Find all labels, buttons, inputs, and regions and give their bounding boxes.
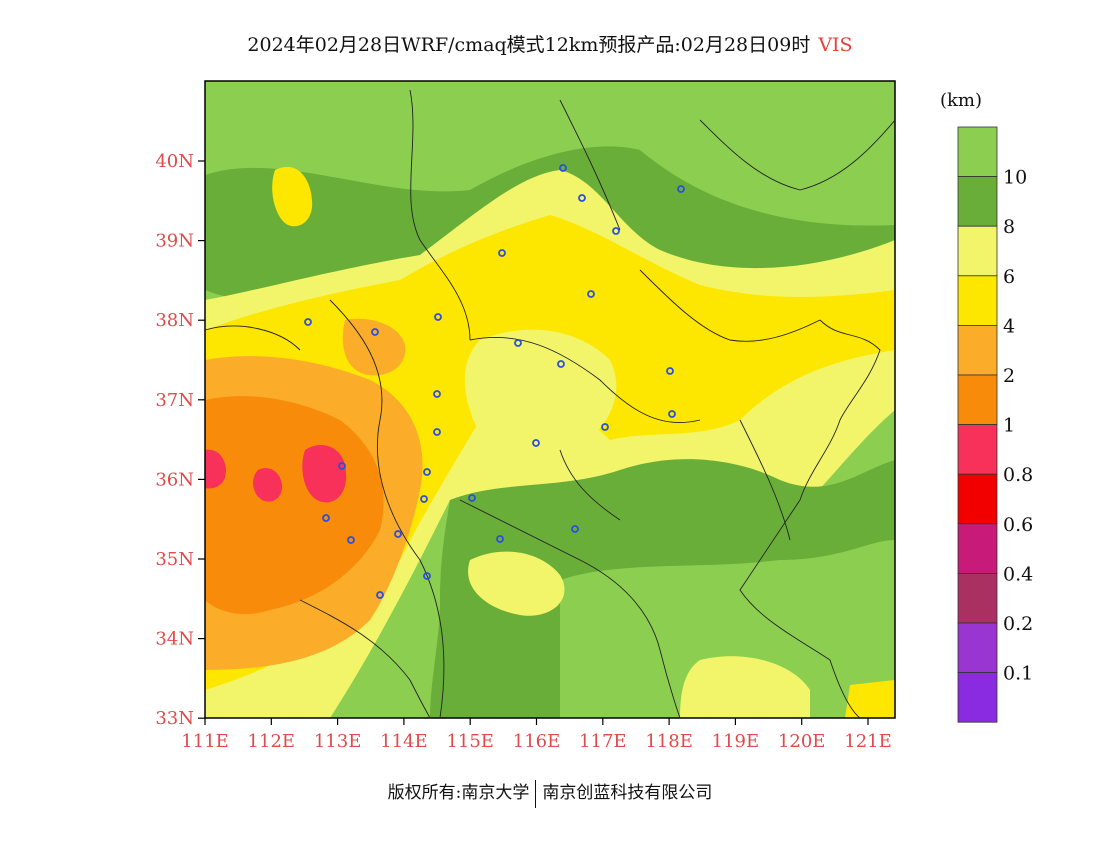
chart-title: 2024年02月28日WRF/cmaq模式12km预报产品:02月28日09时 V… <box>0 30 1100 57</box>
footer: 版权所有:南京大学 南京创蓝科技有限公司 <box>0 778 1100 808</box>
lat-tick-label: 34N <box>155 629 194 650</box>
legend-swatch <box>957 672 998 723</box>
field-yellow-nw <box>272 166 313 227</box>
field-yellow-se <box>845 680 895 718</box>
lon-tick-label: 113E <box>314 731 362 752</box>
legend-label: 1 <box>1003 415 1015 437</box>
city-marker <box>571 525 579 533</box>
lat-tick-label: 36N <box>155 469 194 490</box>
city-marker <box>338 462 346 470</box>
field-green-southeast <box>560 540 895 718</box>
legend-swatch <box>957 622 998 673</box>
legend-swatch <box>957 374 998 425</box>
legend-unit: (km) <box>940 90 983 111</box>
lat-tick-label: 35N <box>155 549 194 570</box>
city-marker <box>532 439 540 447</box>
legend-swatch <box>957 225 998 277</box>
lon-tick-label: 114E <box>380 731 428 752</box>
longitude-axis: 111E 112E 113E 114E 115E 116E 117E 118E 119E 120E… <box>181 718 892 752</box>
legend-swatch <box>957 523 998 574</box>
field-pink-3 <box>205 449 226 489</box>
city-marker <box>322 514 330 522</box>
city-marker <box>423 468 431 476</box>
city-marker <box>434 313 442 321</box>
lon-tick-label: 117E <box>579 731 627 752</box>
lon-tick-label: 112E <box>248 731 296 752</box>
city-marker <box>514 339 522 347</box>
lon-tick-label: 111E <box>181 731 229 752</box>
lon-tick-label: 121E <box>844 731 892 752</box>
legend-label: 10 <box>1003 167 1027 189</box>
field-paleyellow-south <box>468 551 565 616</box>
city-marker <box>420 495 428 503</box>
legend-swatch <box>957 126 998 177</box>
title-variable: VIS <box>818 34 853 56</box>
legend-swatch <box>957 424 998 475</box>
legend-label: 2 <box>1003 365 1015 387</box>
city-marker <box>394 530 402 538</box>
legend-colorbar: 10 8 6 4 2 1 0.8 0.6 0.4 0.2 0.1 <box>957 126 1033 723</box>
city-marker <box>601 423 609 431</box>
lon-tick-label: 118E <box>645 731 693 752</box>
legend-label: 4 <box>1003 315 1015 337</box>
lon-tick-label: 115E <box>446 731 494 752</box>
boundary-lines <box>205 89 895 718</box>
city-marker <box>677 185 685 193</box>
lon-tick-label: 120E <box>778 731 826 752</box>
city-marker <box>433 428 441 436</box>
city-marker <box>376 591 384 599</box>
legend-label: 0.8 <box>1003 464 1033 486</box>
lat-tick-label: 37N <box>155 390 194 411</box>
footer-company: 南京创蓝科技有限公司 <box>542 783 713 803</box>
lon-tick-label: 119E <box>712 731 760 752</box>
legend-label: 0.6 <box>1003 514 1033 536</box>
title-main: 2024年02月28日WRF/cmaq模式12km预报产品:02月28日09时 <box>247 34 811 56</box>
city-markers <box>304 164 685 599</box>
city-marker <box>587 290 595 298</box>
visibility-field <box>205 81 895 718</box>
city-marker <box>468 494 476 502</box>
city-marker <box>423 572 431 580</box>
lat-tick-label: 40N <box>155 151 194 172</box>
legend-label: 0.1 <box>1003 663 1033 685</box>
field-orange <box>205 396 384 615</box>
lat-tick-label: 38N <box>155 310 194 331</box>
footer-copyright: 版权所有:南京大学 <box>387 783 530 803</box>
city-marker <box>557 360 565 368</box>
city-marker <box>304 318 312 326</box>
legend-swatch <box>957 176 998 227</box>
legend-swatch <box>957 473 998 525</box>
field-paleyellow-center <box>464 329 617 463</box>
field-paleyellow-se <box>680 656 810 718</box>
field-pink-2 <box>253 468 283 502</box>
lon-tick-label: 116E <box>513 731 561 752</box>
legend-label: 0.4 <box>1003 563 1033 585</box>
legend-swatch <box>957 324 998 376</box>
city-marker <box>347 536 355 544</box>
legend-swatch <box>957 275 998 326</box>
lat-tick-label: 33N <box>155 708 194 729</box>
legend-label: 8 <box>1003 216 1015 238</box>
city-marker <box>578 194 586 202</box>
lat-tick-label: 39N <box>155 231 194 252</box>
city-marker <box>559 164 567 172</box>
legend-label: 6 <box>1003 266 1015 288</box>
field-pink-1 <box>302 445 347 503</box>
legend-swatch <box>957 573 998 624</box>
city-marker <box>371 328 379 336</box>
city-marker <box>498 249 506 257</box>
legend-label: 0.2 <box>1003 613 1033 635</box>
city-marker <box>612 227 620 235</box>
footer-separator <box>535 779 537 808</box>
city-marker <box>666 367 674 375</box>
city-marker <box>496 535 504 543</box>
city-marker <box>433 390 441 398</box>
city-marker <box>668 410 676 418</box>
latitude-axis: 40N 39N 38N 37N 36N 35N 34N 33N <box>155 151 205 729</box>
